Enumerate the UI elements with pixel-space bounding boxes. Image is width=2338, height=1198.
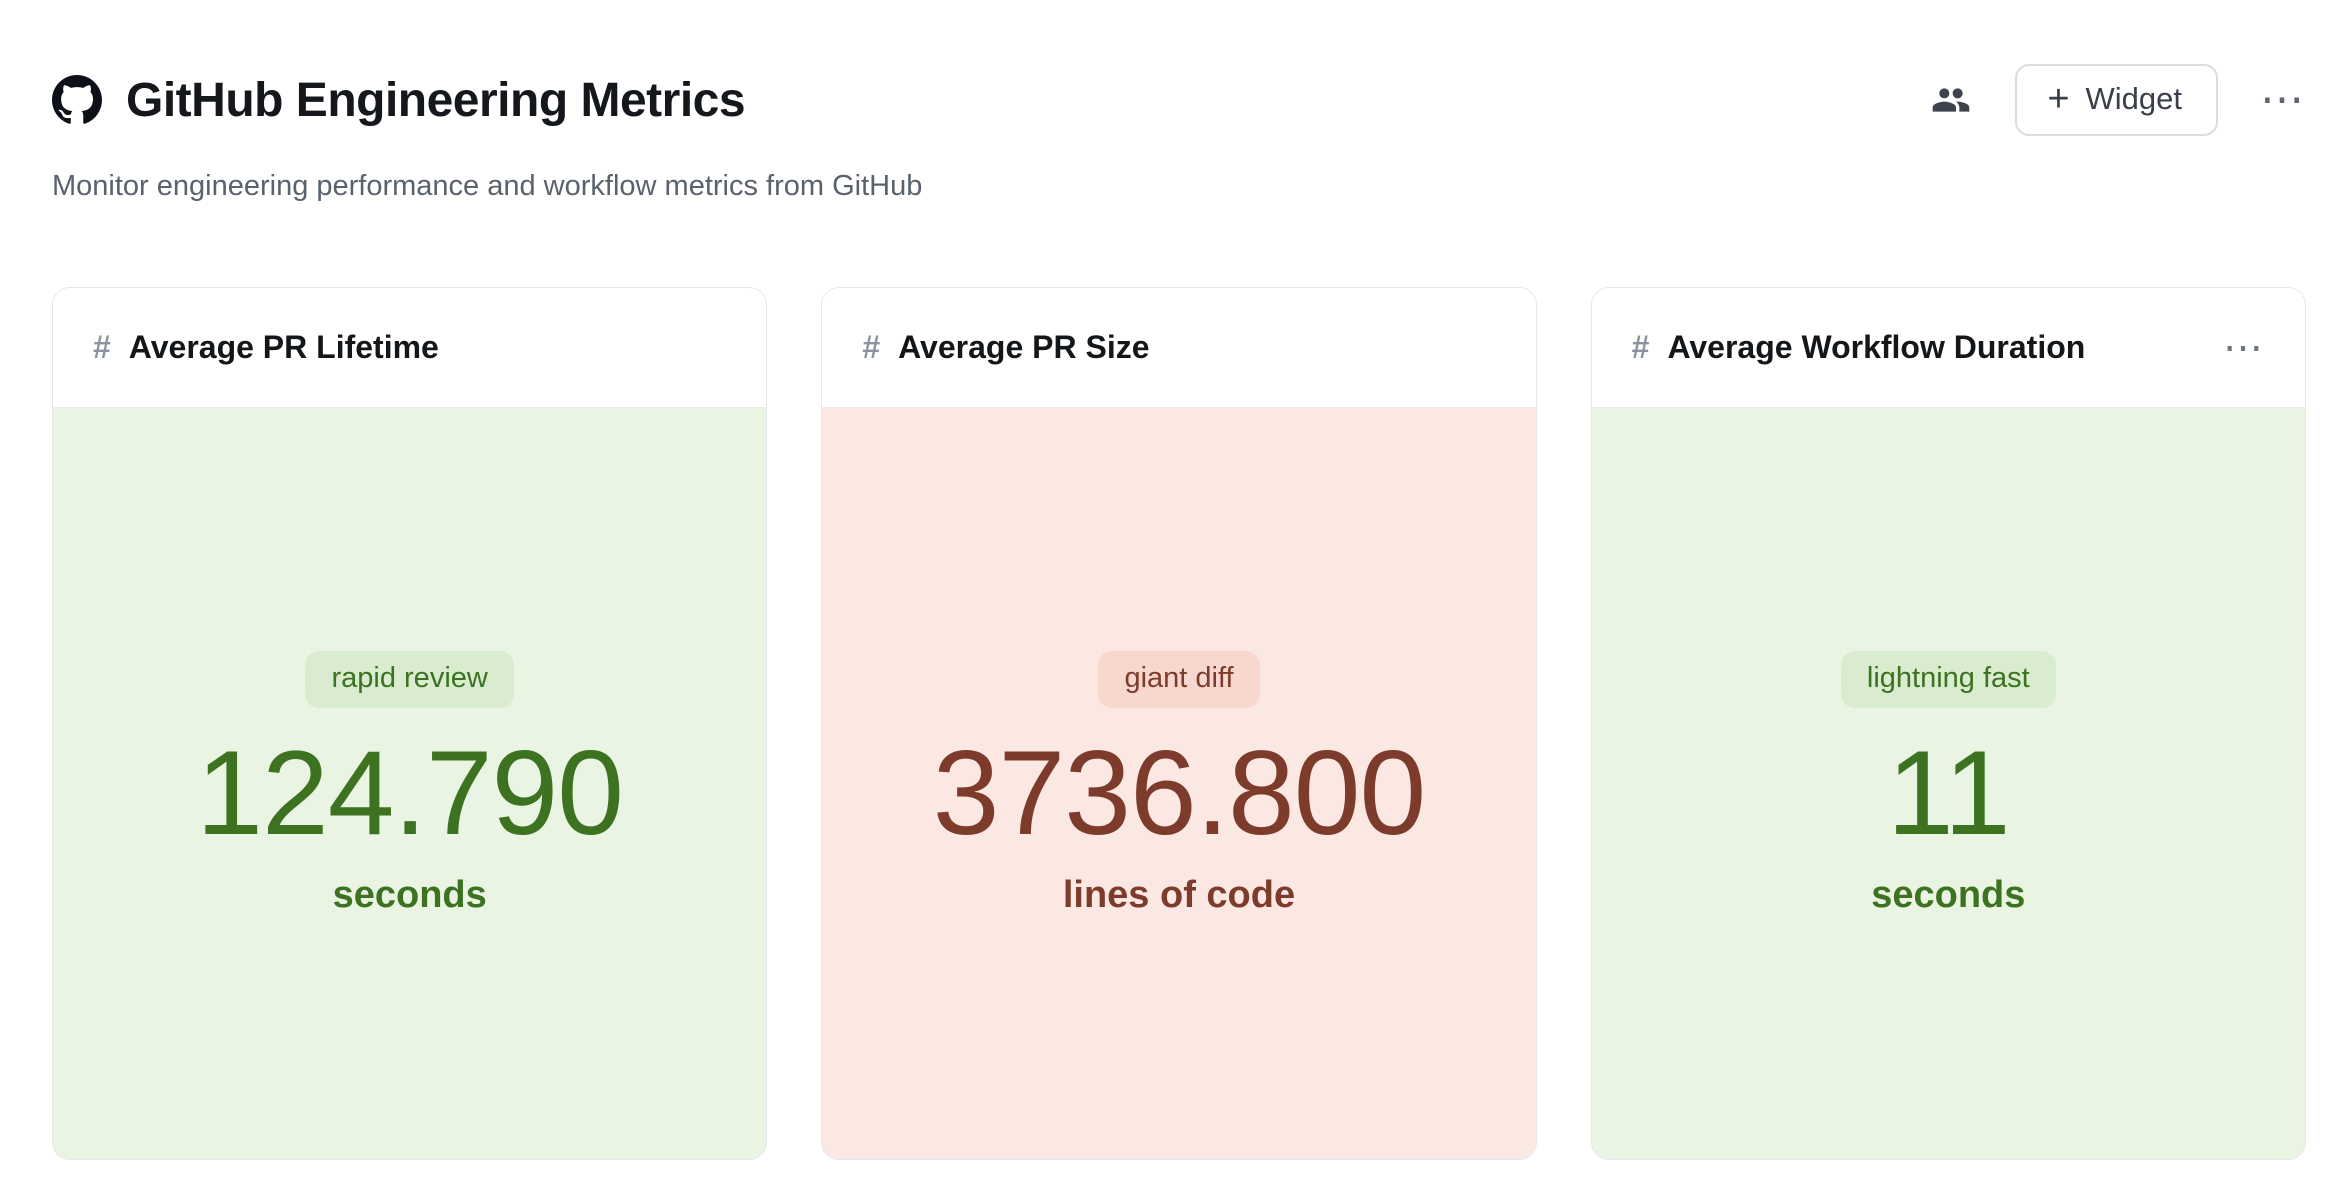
metric-value: 11 (1887, 725, 2011, 860)
page-header: GitHub Engineering Metrics + Widget ⋯ (52, 64, 2306, 136)
card-more-menu-button[interactable]: ⋯ (2222, 325, 2265, 370)
page-subtitle: Monitor engineering performance and work… (52, 170, 923, 202)
card-body: rapid review 124.790 seconds (53, 408, 767, 1159)
page-title: GitHub Engineering Metrics (126, 73, 746, 127)
metric-value: 124.790 (196, 725, 624, 860)
widgets-row: # Average PR Lifetime rapid review 124.7… (52, 287, 2306, 1160)
metric-unit: seconds (1871, 873, 2026, 916)
status-badge: giant diff (1098, 650, 1260, 708)
number-hash-icon: # (1631, 329, 1650, 365)
metric-card-pr-size: # Average PR Size giant diff 3736.800 li… (821, 287, 1537, 1160)
number-hash-icon: # (93, 329, 111, 365)
metric-unit: seconds (332, 873, 487, 916)
number-hash-icon: # (862, 329, 881, 365)
metric-card-pr-lifetime: # Average PR Lifetime rapid review 124.7… (52, 287, 768, 1160)
card-header: # Average PR Lifetime (53, 288, 767, 408)
add-widget-button[interactable]: + Widget (2015, 64, 2218, 136)
metric-value: 3736.800 (932, 725, 1427, 860)
title-group: GitHub Engineering Metrics (52, 73, 746, 128)
github-logo-icon (52, 75, 102, 125)
card-title: Average PR Lifetime (128, 329, 439, 365)
card-header: # Average PR Size (822, 288, 1536, 408)
card-body: giant diff 3736.800 lines of code (822, 408, 1536, 1159)
status-badge: lightning fast (1840, 650, 2056, 708)
metric-unit: lines of code (1062, 873, 1296, 916)
add-widget-label: Widget (2085, 81, 2182, 116)
header-actions: + Widget ⋯ (1929, 64, 2306, 136)
card-title: Average Workflow Duration (1667, 329, 2086, 365)
card-title: Average PR Size (898, 329, 1150, 365)
people-icon (1931, 80, 1971, 120)
card-header: # Average Workflow Duration ⋯ (1591, 288, 2305, 408)
page-more-menu-button[interactable]: ⋯ (2260, 75, 2306, 124)
plus-icon: + (2047, 77, 2070, 120)
share-users-button[interactable] (1929, 78, 1973, 122)
metric-card-workflow-duration: # Average Workflow Duration ⋯ lightning … (1590, 287, 2306, 1160)
status-badge: rapid review (305, 650, 514, 708)
card-body: lightning fast 11 seconds (1591, 408, 2305, 1159)
